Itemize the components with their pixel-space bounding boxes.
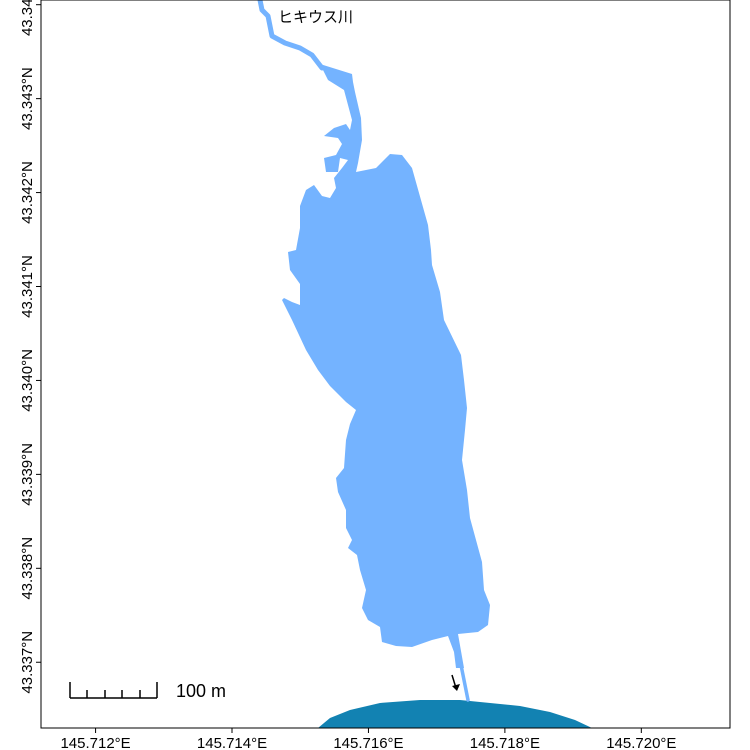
river-label: ヒキウス川: [278, 8, 353, 26]
x-tick-label-1: 145.714°E: [197, 735, 267, 750]
arrow-icon: [451, 674, 460, 691]
scale-bar-label: 100 m: [176, 681, 226, 701]
y-tick-label-3: 43.340°N: [19, 349, 36, 412]
y-axis: 43.337°N 43.338°N 43.339°N 43.340°N 43.341°N…: [19, 0, 41, 694]
y-tick-label-2: 43.339°N: [19, 443, 36, 506]
river-outflow: [458, 658, 470, 702]
x-tick-label-3: 145.718°E: [470, 735, 540, 750]
x-tick-label-4: 145.720°E: [606, 735, 676, 750]
x-tick-label-2: 145.716°E: [333, 735, 403, 750]
y-tick-label-4: 43.341°N: [19, 255, 36, 318]
x-tick-label-0: 145.712°E: [60, 735, 130, 750]
lake-area: [282, 64, 490, 668]
map-panel: [257, 0, 592, 728]
y-tick-label-5: 43.342°N: [19, 161, 36, 224]
y-tick-label-1: 43.338°N: [19, 537, 36, 600]
map-frame: [40, 0, 731, 729]
y-tick-label-6: 43.343°N: [19, 67, 36, 130]
y-tick-label-7: 43.344°N: [19, 0, 36, 36]
x-axis: 145.712°E 145.714°E 145.716°E 145.718°E 145.…: [60, 728, 676, 750]
y-tick-label-0: 43.337°N: [19, 631, 36, 694]
scale-bar: [69, 682, 158, 699]
river-inflow: [257, 0, 325, 71]
sea-area: [318, 700, 592, 728]
